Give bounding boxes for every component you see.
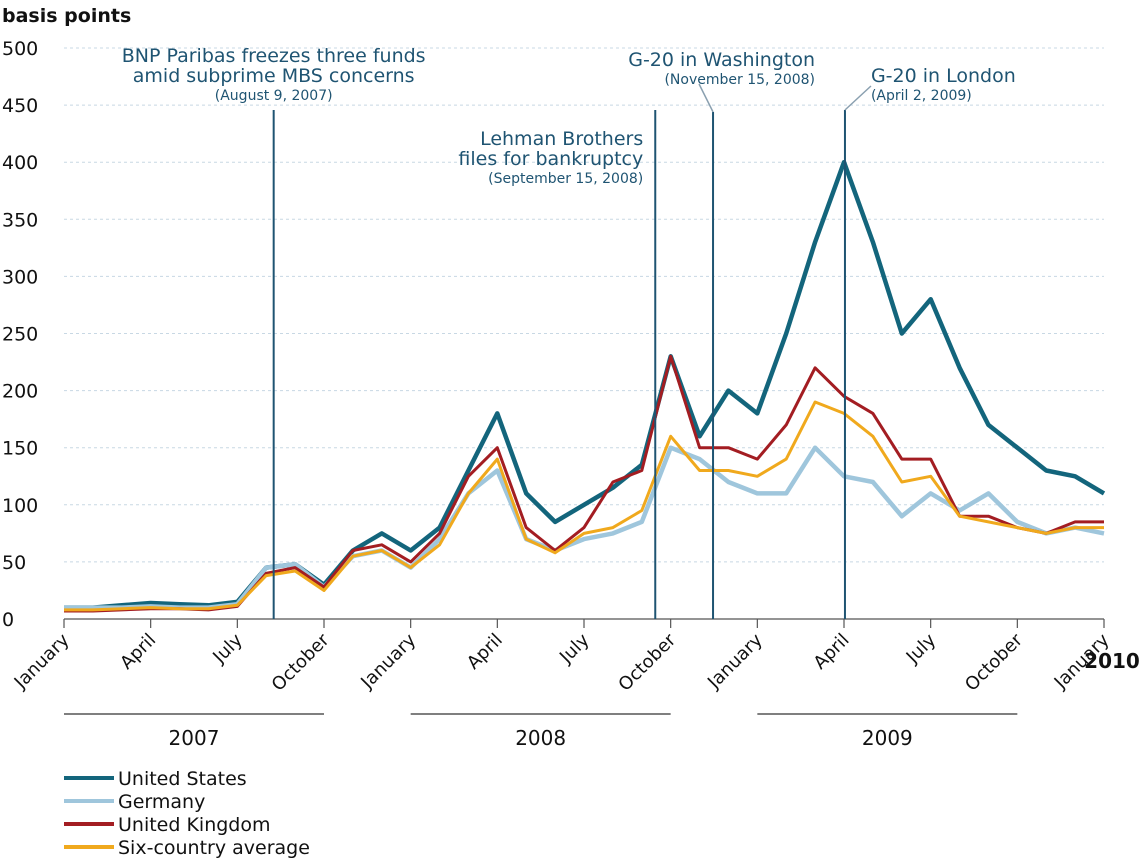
annotation-text: Lehman Brothers [480, 128, 643, 150]
annotation-date: (April 2, 2009) [871, 88, 972, 104]
annotation-date: (November 15, 2008) [664, 72, 815, 88]
annotation-text: G-20 in London [871, 65, 1016, 87]
event-connector [844, 85, 872, 111]
y-tick-label: 400 [2, 152, 38, 174]
series-line [64, 354, 1104, 613]
annotation-date: (August 9, 2007) [215, 88, 333, 104]
year-label: 2009 [862, 726, 913, 750]
y-tick-label: 150 [2, 438, 38, 460]
x-tick-label: April [116, 630, 160, 674]
annotation-date: (September 15, 2008) [488, 171, 643, 187]
y-tick-label: 50 [2, 552, 26, 574]
x-tick-label: July [902, 629, 941, 668]
annotation-text: files for bankruptcy [458, 148, 643, 170]
y-tick-label: 100 [2, 495, 38, 517]
y-tick-label: 300 [2, 266, 38, 288]
series-line [64, 400, 1104, 612]
x-tick-label: July [555, 629, 594, 668]
x-tick-label: January [10, 629, 74, 693]
event-connector [698, 83, 714, 113]
annotation-text: BNP Paribas freezes three funds [122, 45, 426, 67]
x-tick-label: October [268, 629, 334, 695]
y-tick-label: 450 [2, 95, 38, 117]
y-tick-label: 250 [2, 324, 38, 346]
x-tick-label: April [810, 630, 854, 674]
year-label: 2007 [169, 726, 220, 750]
x-tick-label: October [614, 629, 680, 695]
x-tick-label: July [208, 629, 247, 668]
y-tick-label: 200 [2, 381, 38, 403]
year-label: 2008 [515, 726, 566, 750]
y-tick-label: 0 [2, 609, 14, 631]
legend-label: Six-country average [118, 837, 310, 859]
year-label: 2010 [1084, 649, 1140, 673]
legend-label: United States [118, 768, 247, 790]
x-tick-label: January [356, 629, 420, 693]
y-axis-label: basis points [2, 5, 131, 27]
y-tick-label: 350 [2, 209, 38, 231]
x-tick-label: October [961, 629, 1027, 695]
legend-label: Germany [118, 791, 205, 813]
y-tick-label: 500 [2, 38, 38, 60]
legend-label: United Kingdom [118, 814, 271, 836]
x-tick-label: January [703, 629, 767, 693]
annotation-text: amid subprime MBS concerns [133, 65, 415, 87]
x-tick-label: April [463, 630, 507, 674]
annotation-text: G-20 in Washington [628, 49, 815, 71]
